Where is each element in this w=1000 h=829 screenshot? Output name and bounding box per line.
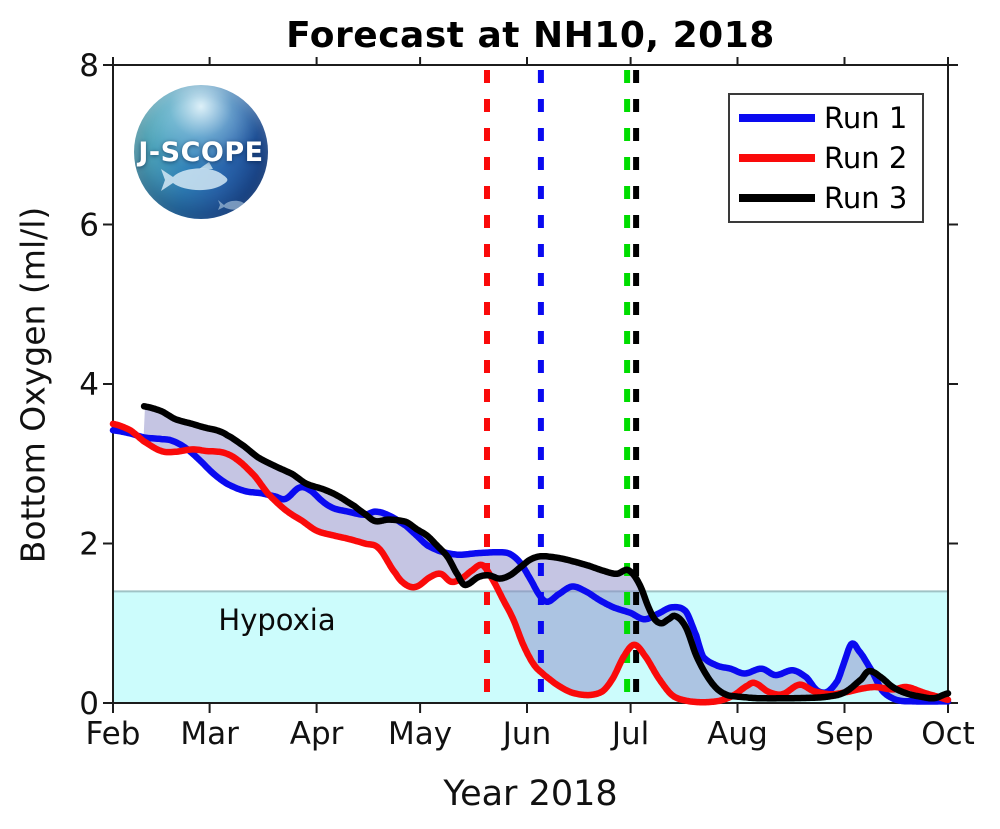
y-tick-label: 0: [79, 686, 99, 722]
logo-text: J-SCOPE: [138, 136, 264, 168]
hypoxia-label: Hypoxia: [218, 603, 336, 637]
legend-label: Run 1: [824, 100, 908, 135]
legend-item-run-1: Run 1: [739, 98, 922, 138]
legend: Run 1 Run 2 Run 3: [728, 93, 924, 223]
y-axis-label: Bottom Oxygen (ml/l): [13, 206, 53, 564]
y-tick-label: 6: [79, 208, 99, 244]
chart-title: Forecast at NH10, 2018: [286, 15, 775, 56]
x-tick-label: Aug: [707, 716, 768, 752]
x-tick-label: Jun: [501, 716, 551, 752]
x-tick-label: Sep: [815, 716, 873, 752]
jscope-logo: J-SCOPE: [134, 85, 268, 219]
y-tick-label: 4: [79, 367, 99, 403]
x-tick-label: Apr: [290, 716, 344, 752]
run-3-line: [140, 403, 952, 702]
x-axis-label: Year 2018: [443, 774, 618, 814]
run-2-line: [109, 420, 952, 706]
run-1-line: [109, 427, 952, 705]
legend-label: Run 3: [824, 180, 908, 215]
x-tick-label: Feb: [86, 716, 141, 752]
legend-label: Run 2: [824, 140, 908, 175]
x-tick-label: Oct: [921, 716, 975, 752]
small-fish-icon: [218, 200, 247, 210]
y-tick-label: 8: [79, 48, 99, 84]
legend-item-run-3: Run 3: [739, 178, 922, 218]
legend-item-run-2: Run 2: [739, 138, 922, 178]
legend-swatch: [739, 194, 815, 202]
x-tick-label: Mar: [180, 716, 239, 752]
x-tick-label: Jul: [610, 716, 649, 752]
x-tick-label: May: [388, 716, 452, 752]
y-tick-label: 2: [79, 527, 99, 563]
legend-swatch: [739, 154, 815, 162]
fish-icon: [161, 162, 228, 191]
legend-swatch: [739, 114, 815, 122]
